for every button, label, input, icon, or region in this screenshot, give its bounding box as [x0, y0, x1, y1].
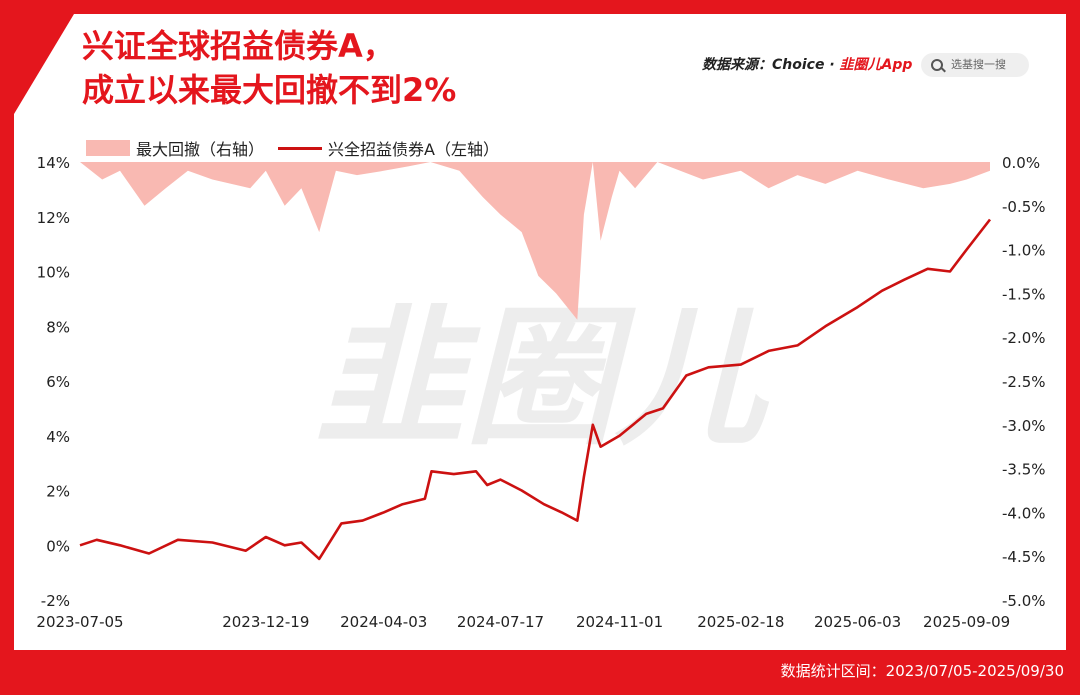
right-tick-label: 0.0%: [1002, 154, 1040, 172]
left-tick-label: 0%: [46, 537, 70, 555]
right-tick-label: -2.0%: [1002, 329, 1046, 347]
legend-label-drawdown: 最大回撤（右轴）: [136, 140, 265, 159]
legend-swatch-drawdown: [86, 140, 130, 156]
x-tick-label: 2023-07-05: [36, 613, 123, 631]
legend-label-nav: 兴全招益债券A（左轴）: [328, 140, 499, 159]
right-tick-label: -4.0%: [1002, 504, 1046, 522]
x-tick-label: 2025-02-18: [697, 613, 784, 631]
drawdown-area: [80, 162, 990, 320]
left-tick-label: 12%: [37, 209, 70, 227]
x-tick-label: 2024-04-03: [340, 613, 427, 631]
x-tick-label: 2025-06-03: [814, 613, 901, 631]
left-tick-label: -2%: [41, 592, 70, 610]
right-tick-label: -0.5%: [1002, 198, 1046, 216]
left-tick-label: 6%: [46, 373, 70, 391]
left-tick-label: 10%: [37, 264, 70, 282]
left-tick-label: 14%: [37, 154, 70, 172]
left-tick-label: 4%: [46, 428, 70, 446]
right-tick-label: -4.5%: [1002, 548, 1046, 566]
title-line-2: 成立以来最大回撤不到2%: [82, 71, 457, 109]
title-line-1: 兴证全球招益债券A，: [82, 27, 395, 65]
data-source: 数据来源：Choice · 韭圈儿App: [702, 54, 912, 74]
source-prefix: 数据来源：Choice ·: [702, 57, 835, 73]
search-icon: [931, 59, 943, 71]
brand-logo-text: 韭圈儿App: [839, 57, 913, 73]
x-tick-label: 2023-12-19: [222, 613, 309, 631]
fund-search-box[interactable]: 选基搜一搜: [921, 53, 1029, 77]
chart-legend: 最大回撤（右轴） 兴全招益债券A（左轴）: [86, 136, 499, 160]
right-tick-label: -3.5%: [1002, 461, 1046, 479]
search-placeholder: 选基搜一搜: [951, 58, 1006, 71]
right-tick-label: -3.0%: [1002, 417, 1046, 435]
right-tick-label: -5.0%: [1002, 592, 1046, 610]
nav-line: [79, 218, 992, 561]
right-tick-label: -1.0%: [1002, 242, 1046, 260]
stat-period: 数据统计区间：2023/07/05-2025/09/30: [780, 662, 1064, 680]
legend-swatch-nav: [278, 146, 323, 150]
x-tick-label: 2024-11-01: [576, 613, 663, 631]
x-tick-label: 2025-09-09: [923, 613, 1010, 631]
chart-title: 兴证全球招益债券A， 成立以来最大回撤不到2%: [82, 24, 456, 112]
left-tick-label: 2%: [46, 483, 70, 501]
watermark-logo: 韭圈儿: [315, 292, 770, 466]
chart-panel: [14, 14, 1066, 650]
right-tick-label: -2.5%: [1002, 373, 1046, 391]
x-tick-label: 2024-07-17: [457, 613, 544, 631]
left-tick-label: 8%: [46, 318, 70, 336]
right-tick-label: -1.5%: [1002, 285, 1046, 303]
corner-accent: [14, 14, 74, 114]
